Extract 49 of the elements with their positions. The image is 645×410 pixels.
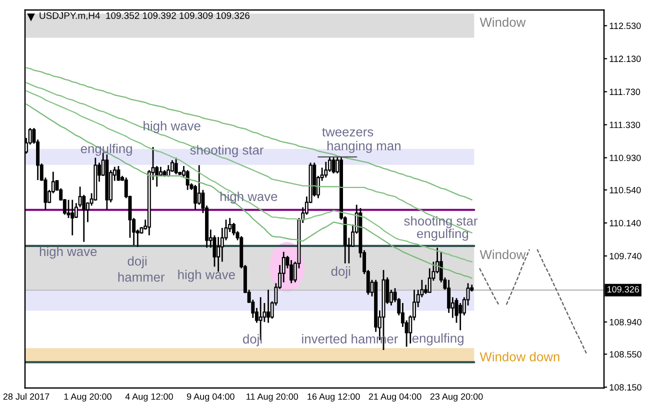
x-tick-label: 11 Aug 20:00 <box>246 393 298 402</box>
x-tick-label: 1 Aug 20:00 <box>64 393 112 402</box>
candlestick <box>186 169 190 191</box>
y-tick-label: 110.930 <box>610 154 641 162</box>
candlestick <box>174 157 178 175</box>
candlestick <box>66 199 70 219</box>
y-tick-label: 108.940 <box>610 318 642 326</box>
x-tick-label: 28 Jul 2017 <box>3 393 50 400</box>
y-tick-label: 108.150 <box>610 384 642 391</box>
y-tick-label: 110.540 <box>610 186 641 194</box>
annotation: hammer <box>118 272 165 282</box>
chart-title: USDJPY.m,H4 109.352 109.392 109.309 109.326 <box>40 12 250 20</box>
x-tick-label: 21 Aug 04:00 <box>368 393 422 402</box>
y-tick-label: 112.130 <box>610 56 641 62</box>
annotation: hanging man <box>327 140 400 153</box>
y-tick-label: 111.330 <box>610 122 640 128</box>
candlestick <box>447 279 451 314</box>
candlestick <box>266 289 270 324</box>
x-tick-label: 16 Aug 12:00 <box>308 393 360 402</box>
annotation: tweezers <box>322 128 374 136</box>
x-tick-label: 4 Aug 12:00 <box>125 393 173 402</box>
annotation: engulfing <box>417 228 468 241</box>
band-label: Window down <box>480 352 560 362</box>
band-label: Window <box>480 17 526 27</box>
y-tick-label: 110.140 <box>610 220 641 226</box>
annotation: doji <box>243 334 262 346</box>
y-tick-label: 112.530 <box>610 22 641 30</box>
band-label: Window <box>480 250 526 260</box>
candlestick <box>458 302 462 331</box>
candlestick <box>70 199 74 236</box>
x-tick-label: 23 Aug 20:00 <box>430 393 483 402</box>
annotation: engulfing <box>412 333 464 346</box>
candlestick <box>324 161 328 178</box>
candlestick <box>332 156 336 174</box>
annotation: high wave <box>40 246 97 259</box>
candlestick <box>170 160 174 172</box>
y-tick-label: 108.550 <box>610 351 642 358</box>
candlestick <box>290 259 294 284</box>
y-tick-label: 109.740 <box>610 252 642 260</box>
annotation: high wave <box>178 270 235 282</box>
x-tick-label: 9 Aug 04:00 <box>186 393 234 402</box>
candlestick <box>116 165 120 182</box>
candlestick <box>232 222 236 236</box>
annotation: high wave <box>144 120 200 134</box>
annotation: doji <box>128 256 146 268</box>
candlestick <box>197 164 201 206</box>
ref-line-label: 109.326 <box>607 286 640 293</box>
y-tick-label: 111.730 <box>610 88 640 96</box>
annotation: doji <box>331 266 350 278</box>
